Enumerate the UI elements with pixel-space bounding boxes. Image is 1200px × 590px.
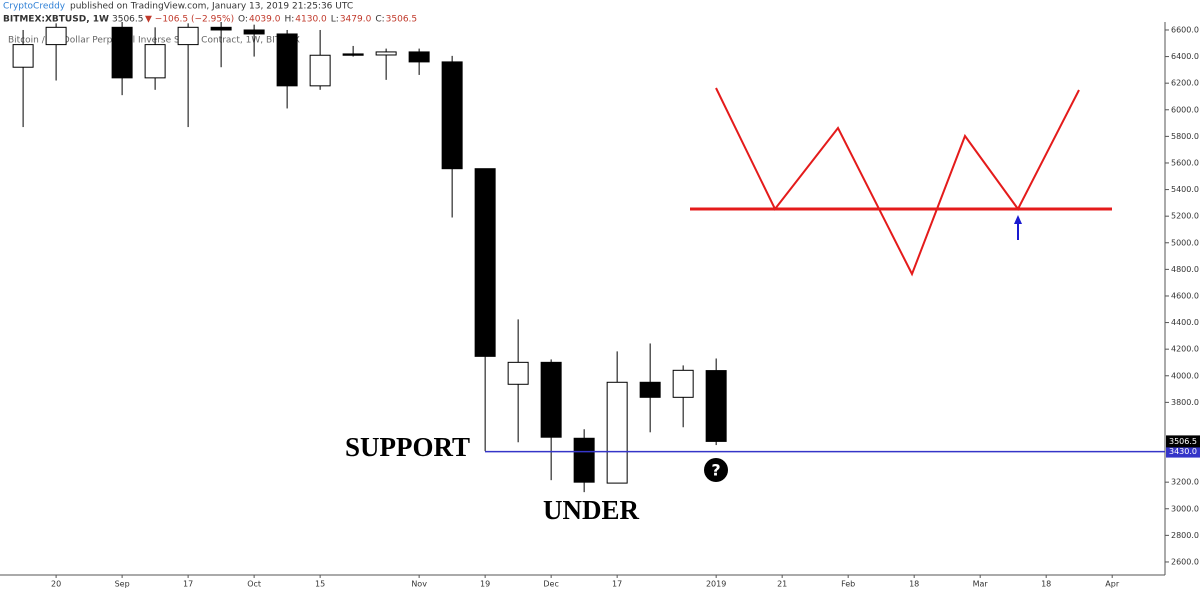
candle-body xyxy=(210,26,232,31)
x-tick-label: 19 xyxy=(480,580,490,589)
x-tick-label: 20 xyxy=(51,580,61,589)
x-tick-label: Sep xyxy=(115,580,130,589)
x-tick-label: 18 xyxy=(909,580,919,589)
candle-body xyxy=(639,381,661,398)
y-tick-label: 6600.0 xyxy=(1171,25,1199,34)
x-tick-label: Oct xyxy=(247,580,261,589)
symbol: BITMEX:XBTUSD, 1W xyxy=(3,15,109,25)
support-label: SUPPORT xyxy=(345,432,470,462)
x-tick-label: Dec xyxy=(543,580,558,589)
candle-body xyxy=(408,51,430,63)
x-tick-label: 18 xyxy=(1041,580,1051,589)
ohlc-value: 3506.5 xyxy=(386,15,418,25)
question-circle xyxy=(704,458,728,482)
x-tick-label: 17 xyxy=(183,580,193,589)
ohlc-key: L: xyxy=(331,15,339,25)
candle-body xyxy=(573,437,595,483)
candle-body xyxy=(45,26,67,46)
x-tick-label: Feb xyxy=(841,580,855,589)
x-tick-label: Nov xyxy=(411,580,427,589)
candle-body xyxy=(276,33,298,87)
candle-body xyxy=(474,168,496,357)
ohlc-value: 3479.0 xyxy=(340,15,372,25)
y-tick-label: 5800.0 xyxy=(1171,132,1199,141)
support-price-box xyxy=(1166,445,1200,458)
candle-body xyxy=(375,51,397,56)
ohlc-value: 4039.0 xyxy=(249,15,281,25)
last-price-box xyxy=(1166,435,1200,448)
y-tick-label: 3000.0 xyxy=(1171,504,1199,513)
y-tick-label: 6400.0 xyxy=(1171,52,1199,61)
candle-body xyxy=(111,26,133,79)
y-tick-label: 6000.0 xyxy=(1171,105,1199,114)
price: 3506.5 xyxy=(112,15,144,25)
y-tick-label: 5200.0 xyxy=(1171,212,1199,221)
y-tick-label: 5400.0 xyxy=(1171,185,1199,194)
change: ▼ −106.5 (−2.95%) xyxy=(145,15,234,25)
support-price: 3430.0 xyxy=(1169,447,1197,456)
ohlc-key: H: xyxy=(284,15,294,25)
candle-body xyxy=(342,53,364,56)
y-tick-label: 4800.0 xyxy=(1171,265,1199,274)
last-price: 3506.5 xyxy=(1169,437,1197,446)
question-mark: ? xyxy=(711,461,720,480)
candle-body xyxy=(540,361,562,438)
y-tick-label: 4400.0 xyxy=(1171,318,1199,327)
candle-body xyxy=(441,61,463,170)
ohlc-key: O: xyxy=(238,15,248,25)
under-label: UNDER xyxy=(543,495,640,525)
x-tick-label: 21 xyxy=(777,580,787,589)
candle-body xyxy=(606,381,628,484)
subtitle: Bitcoin / US Dollar Perpetual Inverse Sw… xyxy=(8,36,300,46)
candle-body xyxy=(705,370,727,442)
y-tick-label: 2800.0 xyxy=(1171,531,1199,540)
candle-body xyxy=(144,44,166,79)
author[interactable]: CryptoCreddy xyxy=(3,2,66,12)
candle-body xyxy=(672,369,694,398)
x-tick-label: 2019 xyxy=(706,580,726,589)
candle-body xyxy=(507,361,529,385)
y-tick-label: 4200.0 xyxy=(1171,345,1199,354)
x-tick-label: Mar xyxy=(973,580,989,589)
y-tick-label: 4000.0 xyxy=(1171,371,1199,380)
arrow-head xyxy=(1014,215,1022,224)
candle-body xyxy=(243,29,265,35)
ohlc-key: C: xyxy=(375,15,384,25)
ohlc: O: 4039.0 H: 4130.0 L: 3479.0 C: 3506.5 xyxy=(238,15,417,25)
candle-body xyxy=(177,26,199,46)
y-tick-label: 4600.0 xyxy=(1171,291,1199,300)
y-tick-label: 5000.0 xyxy=(1171,238,1199,247)
plot-area xyxy=(12,22,727,493)
published: published on TradingView.com, January 13… xyxy=(70,2,353,12)
x-tick-label: 17 xyxy=(612,580,622,589)
y-tick-label: 3800.0 xyxy=(1171,398,1199,407)
y-tick-label: 5600.0 xyxy=(1171,158,1199,167)
candle-body xyxy=(309,54,331,87)
y-tick-label: 2600.0 xyxy=(1171,557,1199,566)
ohlc-value: 4130.0 xyxy=(295,15,327,25)
x-tick-label: 15 xyxy=(315,580,325,589)
candle-body xyxy=(12,44,34,68)
y-tick-label: 6200.0 xyxy=(1171,79,1199,88)
x-tick-label: Apr xyxy=(1105,580,1120,589)
y-tick-label: 3200.0 xyxy=(1171,478,1199,487)
